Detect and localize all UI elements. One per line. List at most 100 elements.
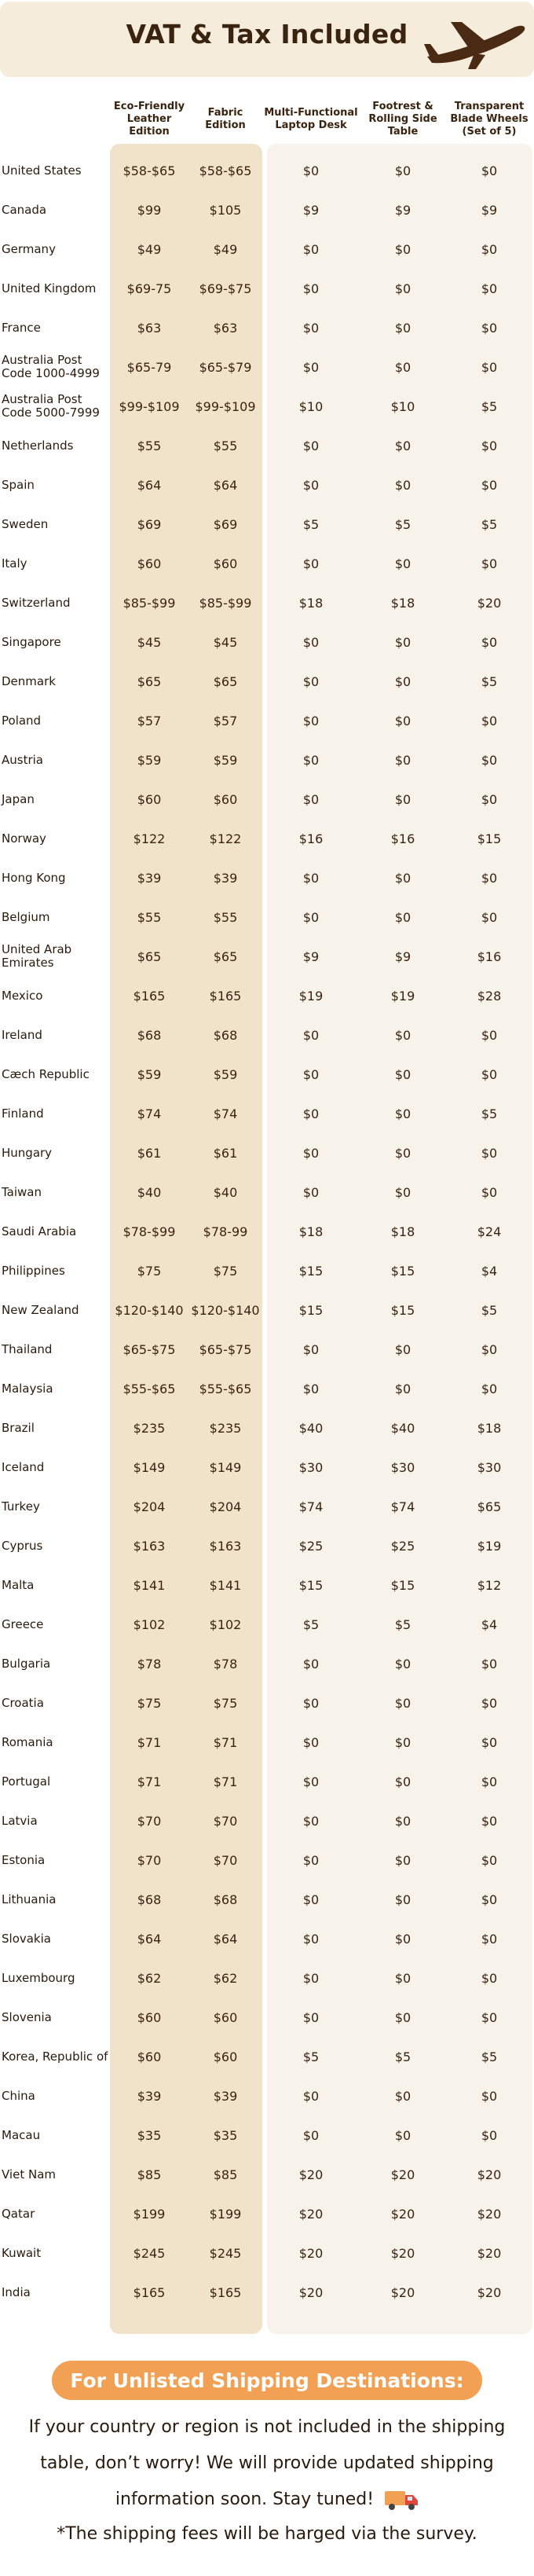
- fee-cell: $69-$75: [199, 281, 252, 296]
- fee-cell: $0: [394, 1695, 411, 1711]
- fee-cell: $0: [481, 1970, 498, 1986]
- fee-cell: $75: [137, 1263, 162, 1279]
- fee-cell: $30: [477, 1459, 502, 1475]
- fee-cell: $0: [481, 438, 498, 453]
- shipping-survey-note: *The shipping fees will be harged via th…: [57, 2524, 477, 2544]
- fee-cell: $0: [394, 673, 411, 689]
- fee-cell: $0: [394, 1145, 411, 1161]
- country-name: Japan: [2, 791, 35, 806]
- fee-cell: $0: [394, 713, 411, 728]
- fee-cell: $35: [137, 2127, 162, 2143]
- table-row: Germany $49 $49 $0 $0 $0: [0, 229, 534, 269]
- table-row: Croatia $75 $75 $0 $0 $0: [0, 1683, 534, 1723]
- fee-cell: $15: [298, 1302, 324, 1318]
- fee-cell: $0: [302, 752, 320, 768]
- fee-cell: $49: [213, 241, 238, 257]
- fee-cell: $18: [298, 595, 324, 611]
- country-name: Slovakia: [2, 1931, 51, 1946]
- country-name: Mexico: [2, 988, 43, 1003]
- fee-cell: $20: [390, 2245, 415, 2261]
- fee-cell: $65: [137, 673, 162, 689]
- fee-cell: $5: [481, 398, 498, 414]
- fee-cell: $122: [133, 831, 166, 846]
- fee-cell: $165: [133, 988, 166, 1004]
- fee-cell: $49: [137, 241, 162, 257]
- fee-cell: $16: [477, 949, 502, 964]
- country-name: Iceland: [2, 1459, 45, 1474]
- fee-cell: $0: [481, 1852, 498, 1868]
- table-row: Switzerland $85-$99 $85-$99 $18 $18 $20: [0, 583, 534, 622]
- fee-cell: $85: [137, 2167, 162, 2182]
- fee-cell: $102: [209, 1616, 242, 1632]
- table-row: Mexico $165 $165 $19 $19 $28: [0, 976, 534, 1015]
- fee-cell: $0: [394, 1066, 411, 1082]
- table-row: Brazil $235 $235 $40 $40 $18: [0, 1408, 534, 1448]
- fee-cell: $5: [302, 516, 320, 532]
- country-name: Italy: [2, 556, 27, 571]
- country-name: Luxembourg: [2, 1970, 75, 1985]
- table-row: Lithuania $68 $68 $0 $0 $0: [0, 1880, 534, 1919]
- fee-cell: $75: [213, 1263, 238, 1279]
- fee-cell: $20: [298, 2245, 324, 2261]
- fee-cell: $15: [298, 1577, 324, 1593]
- country-name: India: [2, 2284, 31, 2299]
- fee-cell: $59: [137, 752, 162, 768]
- fee-cell: $71: [213, 1774, 238, 1789]
- delivery-truck-icon: [385, 2491, 419, 2510]
- table-row: New Zealand $120-$140 $120-$140 $15 $15 $5: [0, 1290, 534, 1330]
- table-row: Slovenia $60 $60 $0 $0 $0: [0, 1998, 534, 2037]
- fee-cell: $0: [481, 1341, 498, 1357]
- fee-cell: $163: [209, 1538, 242, 1554]
- fee-cell: $0: [481, 241, 498, 257]
- fee-cell: $70: [213, 1813, 238, 1829]
- fee-cell: $0: [302, 1027, 320, 1043]
- country-name: Latvia: [2, 1813, 38, 1828]
- country-name: Thailand: [2, 1341, 53, 1356]
- fee-cell: $59: [137, 1066, 162, 1082]
- table-row: India $165 $165 $20 $20 $20: [0, 2273, 534, 2312]
- country-name: Viet Nam: [2, 2167, 57, 2182]
- fee-cell: $0: [302, 1066, 320, 1082]
- fee-cell: $0: [394, 1892, 411, 1907]
- fee-cell: $35: [213, 2127, 238, 2143]
- fee-cell: $65-$75: [199, 1341, 252, 1357]
- country-name: Romania: [2, 1734, 53, 1749]
- fee-cell: $39: [213, 870, 238, 886]
- fee-cell: $71: [137, 1734, 162, 1750]
- fee-cell: $9: [481, 202, 498, 218]
- fee-cell: $74: [298, 1499, 324, 1514]
- fee-cell: $99: [137, 202, 162, 218]
- table-row: Greece $102 $102 $5 $5 $4: [0, 1605, 534, 1644]
- fee-cell: $60: [137, 2009, 162, 2025]
- fee-cell: $0: [302, 909, 320, 925]
- column-header: Footrest & Rolling Side Table: [368, 101, 437, 138]
- table-row: Turkey $204 $204 $74 $74 $65: [0, 1487, 534, 1526]
- fee-cell: $0: [302, 713, 320, 728]
- fee-cell: $16: [390, 831, 415, 846]
- fee-cell: $9: [302, 949, 320, 964]
- fee-cell: $65-79: [126, 359, 172, 375]
- fee-cell: $0: [302, 870, 320, 886]
- fee-cell: $5: [302, 1616, 320, 1632]
- fee-cell: $60: [213, 791, 238, 807]
- fee-cell: $0: [394, 1970, 411, 1986]
- fee-cell: $0: [481, 1381, 498, 1396]
- fee-cell: $5: [481, 673, 498, 689]
- fee-cell: $60: [213, 556, 238, 571]
- fee-cell: $59: [213, 1066, 238, 1082]
- fee-cell: $18: [477, 1420, 502, 1436]
- fee-cell: $40: [137, 1184, 162, 1200]
- fee-cell: $0: [394, 1852, 411, 1868]
- fee-cell: $0: [302, 634, 320, 650]
- table-row: Macau $35 $35 $0 $0 $0: [0, 2115, 534, 2155]
- fee-cell: $25: [390, 1538, 415, 1554]
- country-name: Cæch Republic: [2, 1066, 90, 1081]
- fee-cell: $0: [302, 477, 320, 493]
- table-row: Hungary $61 $61 $0 $0 $0: [0, 1133, 534, 1172]
- fee-cell: $70: [213, 1852, 238, 1868]
- fee-cell: $20: [390, 2167, 415, 2182]
- fee-cell: $0: [481, 2088, 498, 2104]
- fee-cell: $165: [133, 2284, 166, 2300]
- edition-columns-background: [110, 144, 262, 2334]
